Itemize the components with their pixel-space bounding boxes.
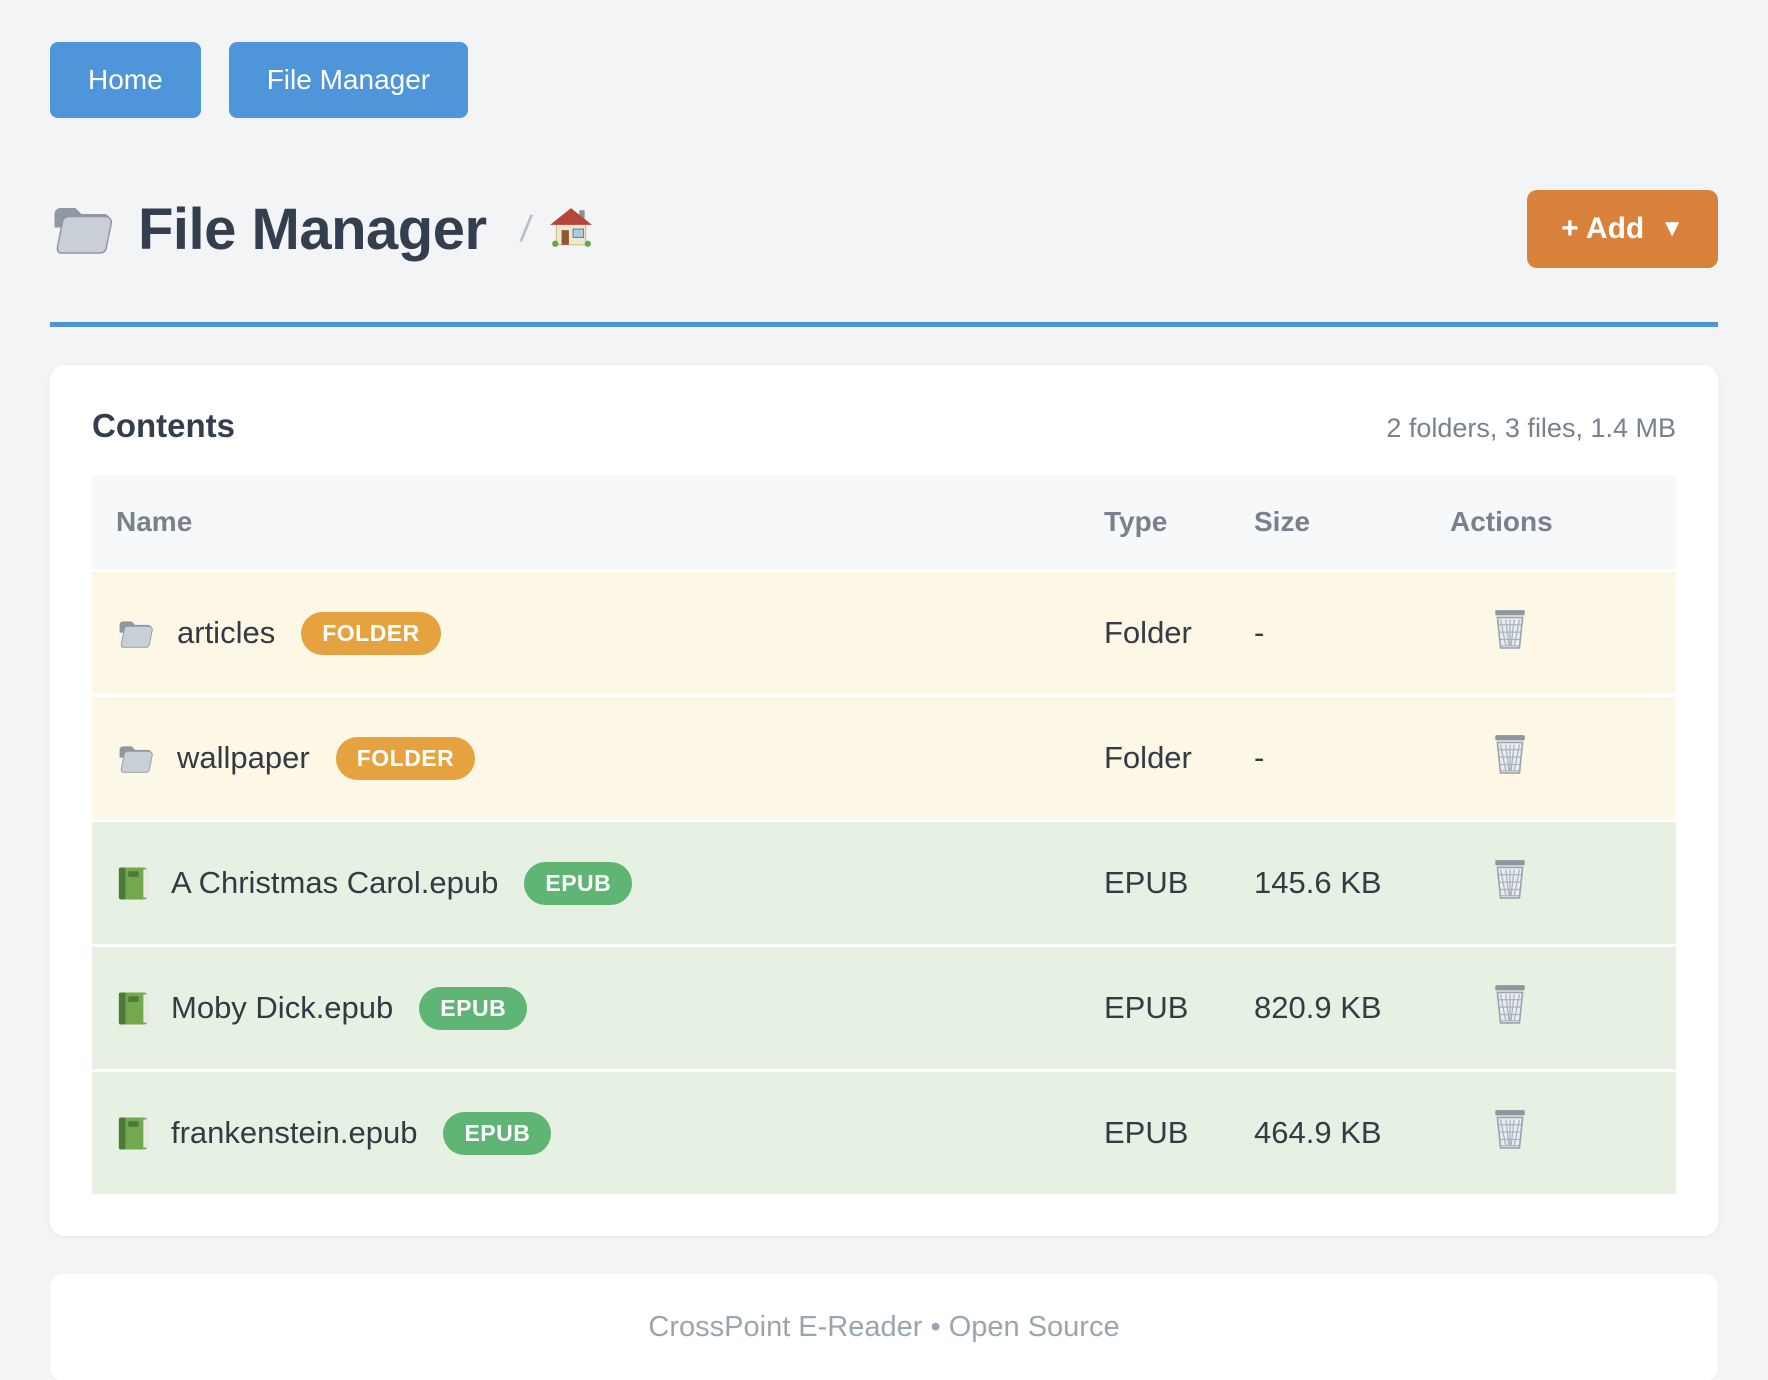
column-header-actions: Actions [1450, 506, 1553, 537]
home-button[interactable]: Home [50, 42, 201, 118]
file-type: Folder [1104, 615, 1192, 650]
file-type: EPUB [1104, 990, 1189, 1025]
footer: CrossPoint E-Reader • Open Source [50, 1274, 1718, 1380]
trash-icon [1492, 608, 1528, 653]
epub-badge: EPUB [524, 861, 633, 905]
file-type: EPUB [1104, 865, 1189, 900]
page-title: File Manager [138, 196, 487, 262]
title-divider [50, 322, 1718, 327]
footer-text: CrossPoint E-Reader • Open Source [648, 1311, 1120, 1343]
contents-card: Contents 2 folders, 3 files, 1.4 MB Name… [50, 365, 1718, 1236]
file-name[interactable]: articles [177, 615, 276, 650]
table-header-row: Name Type Size Actions [92, 475, 1676, 569]
chevron-down-icon: ▼ [1660, 215, 1684, 242]
file-size: 145.6 KB [1254, 865, 1382, 900]
delete-button[interactable] [1492, 733, 1528, 778]
column-header-name: Name [116, 506, 193, 537]
add-button[interactable]: + Add ▼ [1527, 190, 1718, 268]
file-size: - [1254, 615, 1265, 650]
folder-icon [50, 200, 116, 258]
add-button-label: + Add [1561, 212, 1645, 245]
trash-icon [1492, 983, 1528, 1028]
trash-icon [1492, 858, 1528, 903]
epub-badge: EPUB [443, 1111, 552, 1155]
table-row: articles FOLDER Folder - [92, 569, 1676, 694]
trash-icon [1492, 733, 1528, 778]
card-title: Contents [92, 407, 235, 444]
file-type: EPUB [1104, 1115, 1189, 1150]
file-size: 820.9 KB [1254, 990, 1382, 1025]
file-size: 464.9 KB [1254, 1115, 1382, 1150]
file-name[interactable]: Moby Dick.epub [171, 990, 394, 1025]
column-header-size: Size [1254, 506, 1311, 537]
house-icon [549, 207, 593, 252]
folder-badge: FOLDER [301, 611, 441, 655]
top-navigation: Home File Manager [50, 42, 1718, 118]
breadcrumb-separator: / [517, 208, 534, 249]
file-table: Name Type Size Actions articles FOLDER [92, 475, 1676, 1194]
epub-badge: EPUB [419, 986, 528, 1030]
table-row: wallpaper FOLDER Folder - [92, 694, 1676, 819]
breadcrumb-home-link[interactable] [549, 207, 593, 252]
delete-button[interactable] [1492, 858, 1528, 903]
folder-icon [117, 617, 155, 650]
page-header: File Manager / [50, 190, 1718, 268]
book-icon [117, 990, 149, 1027]
folder-icon [117, 742, 155, 775]
folder-badge: FOLDER [335, 736, 476, 780]
contents-summary: 2 folders, 3 files, 1.4 MB [1386, 413, 1676, 443]
card-header: Contents 2 folders, 3 files, 1.4 MB [92, 407, 1676, 445]
delete-button[interactable] [1492, 608, 1528, 653]
table-row: A Christmas Carol.epub EPUB EPUB 145.6 K… [92, 819, 1676, 944]
table-row: Moby Dick.epub EPUB EPUB 820.9 KB [92, 944, 1676, 1069]
breadcrumb: / [517, 207, 593, 252]
file-manager-button[interactable]: File Manager [228, 42, 469, 118]
column-header-type: Type [1104, 506, 1168, 537]
delete-button[interactable] [1492, 983, 1528, 1028]
book-icon [117, 865, 149, 902]
file-name[interactable]: A Christmas Carol.epub [171, 865, 499, 900]
table-row: frankenstein.epub EPUB EPUB 464.9 KB [92, 1069, 1676, 1194]
file-size: - [1254, 740, 1265, 775]
file-name[interactable]: wallpaper [177, 740, 310, 775]
book-icon [117, 1115, 149, 1152]
file-name[interactable]: frankenstein.epub [171, 1115, 418, 1150]
delete-button[interactable] [1492, 1108, 1528, 1153]
file-type: Folder [1104, 740, 1192, 775]
trash-icon [1492, 1108, 1528, 1153]
